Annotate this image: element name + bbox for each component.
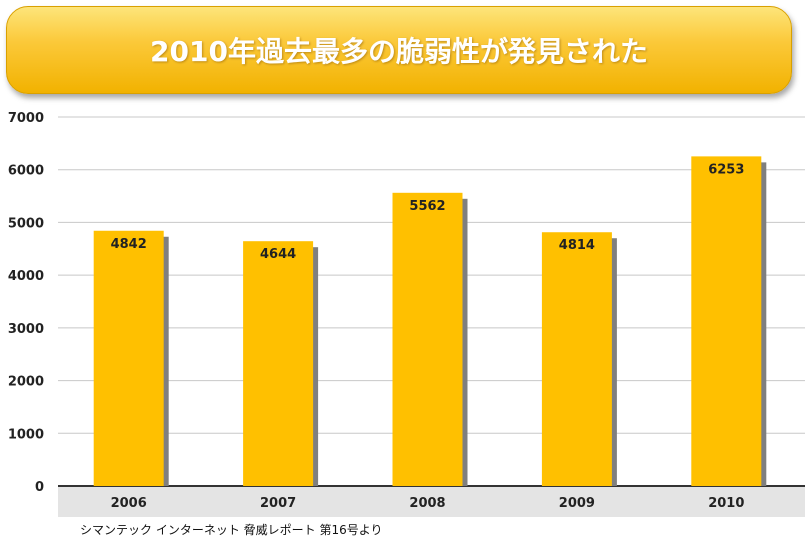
data-label: 4814 bbox=[559, 238, 595, 253]
y-tick-label: 1000 bbox=[8, 427, 44, 442]
x-axis-band bbox=[58, 487, 805, 517]
bar bbox=[93, 230, 164, 486]
bar bbox=[243, 241, 314, 486]
data-label: 4842 bbox=[111, 237, 147, 252]
y-tick-label: 0 bbox=[35, 480, 44, 495]
data-label: 5562 bbox=[409, 199, 445, 214]
title-banner: 2010年過去最多の脆弱性が発見された bbox=[6, 6, 792, 94]
x-tick-label: 2009 bbox=[559, 496, 595, 511]
bar bbox=[392, 192, 463, 486]
source-note: シマンテック インターネット 脅威レポート 第16号より bbox=[80, 523, 383, 537]
x-tick-label: 2008 bbox=[409, 496, 445, 511]
y-tick-label: 3000 bbox=[8, 322, 44, 337]
data-label: 6253 bbox=[708, 162, 744, 177]
y-tick-label: 6000 bbox=[8, 164, 44, 179]
x-tick-label: 2006 bbox=[111, 496, 147, 511]
y-tick-label: 5000 bbox=[8, 216, 44, 231]
y-tick-label: 2000 bbox=[8, 375, 44, 390]
x-tick-label: 2010 bbox=[708, 496, 744, 511]
y-tick-label: 4000 bbox=[8, 269, 44, 284]
bar bbox=[541, 232, 612, 486]
bar bbox=[691, 156, 762, 487]
data-label: 4644 bbox=[260, 247, 296, 262]
x-tick-label: 2007 bbox=[260, 496, 296, 511]
y-tick-label: 7000 bbox=[8, 111, 44, 126]
chart-title: 2010年過去最多の脆弱性が発見された bbox=[150, 35, 648, 68]
